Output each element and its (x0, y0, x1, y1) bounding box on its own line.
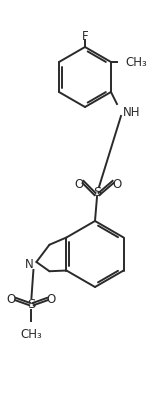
Text: O: O (112, 178, 122, 191)
Text: S: S (27, 298, 36, 311)
Text: O: O (7, 293, 16, 306)
Text: N: N (25, 258, 33, 271)
Text: F: F (82, 29, 88, 43)
Text: CH₃: CH₃ (125, 57, 147, 69)
Text: S: S (93, 186, 101, 199)
Text: O: O (47, 293, 56, 306)
Text: NH: NH (123, 106, 140, 119)
Text: O: O (74, 178, 84, 191)
Text: CH₃: CH₃ (21, 328, 42, 341)
